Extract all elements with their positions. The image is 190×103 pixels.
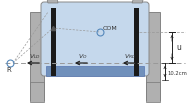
Text: $V_{RD}$: $V_{RD}$ [124,52,136,61]
Polygon shape [132,0,148,3]
Text: u: u [176,43,181,52]
Bar [46,66,144,76]
Bar [134,8,139,76]
Bar [51,8,56,76]
Text: COM: COM [103,26,118,31]
Text: $V_O$: $V_O$ [78,52,88,61]
Bar [30,82,44,102]
Bar [146,82,160,102]
Text: 10.2cm: 10.2cm [167,71,187,76]
FancyBboxPatch shape [41,2,149,76]
Polygon shape [44,0,58,3]
Text: $V_{LD}$: $V_{LD}$ [29,52,41,61]
Text: R: R [7,67,11,73]
Bar [146,12,160,100]
Bar [30,12,44,100]
